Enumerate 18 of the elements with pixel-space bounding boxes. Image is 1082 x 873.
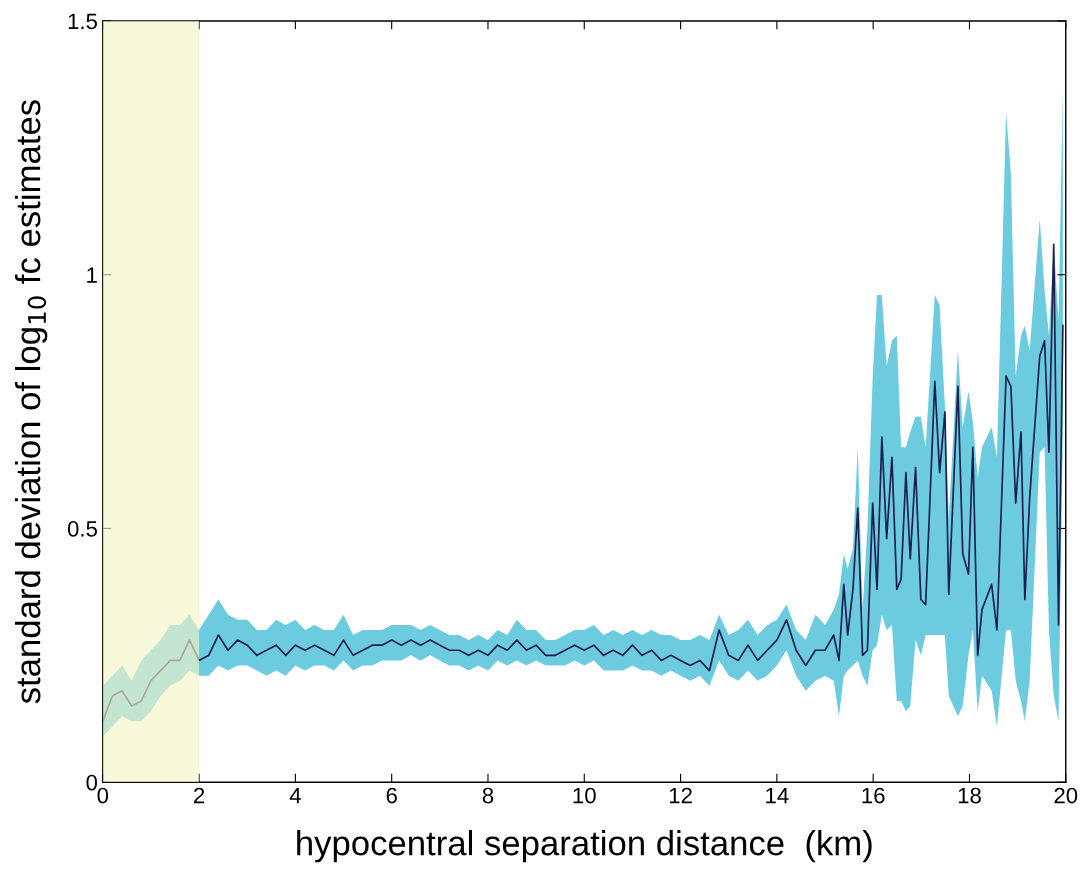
x-tick-label: 2 [194,787,205,804]
x-tick-label: 4 [289,787,301,804]
y-tick-label: 0.5 [67,520,97,537]
line-series [102,243,1064,723]
x-tick-label: 20 [1054,787,1078,804]
y-tick-label: 1.5 [68,13,97,30]
x-tick-label: 0 [97,787,109,804]
x-tick-label: 8 [482,787,494,804]
x-tick-label: 14 [766,787,789,804]
x-tick-label: 16 [862,787,885,804]
x-tick-label: 6 [386,787,397,804]
y-axis-title: standard deviation of log$_{10}$ fc estimates [14,100,48,704]
x-tick-label: 18 [958,787,981,804]
x-tick-label: 10 [573,787,596,804]
y-tick-label: 0 [86,774,98,791]
x-tick-label: 12 [669,787,692,804]
y-tick-label: 1 [87,267,97,283]
x-axis-title: hypocentral separation distance (km) [297,830,872,863]
